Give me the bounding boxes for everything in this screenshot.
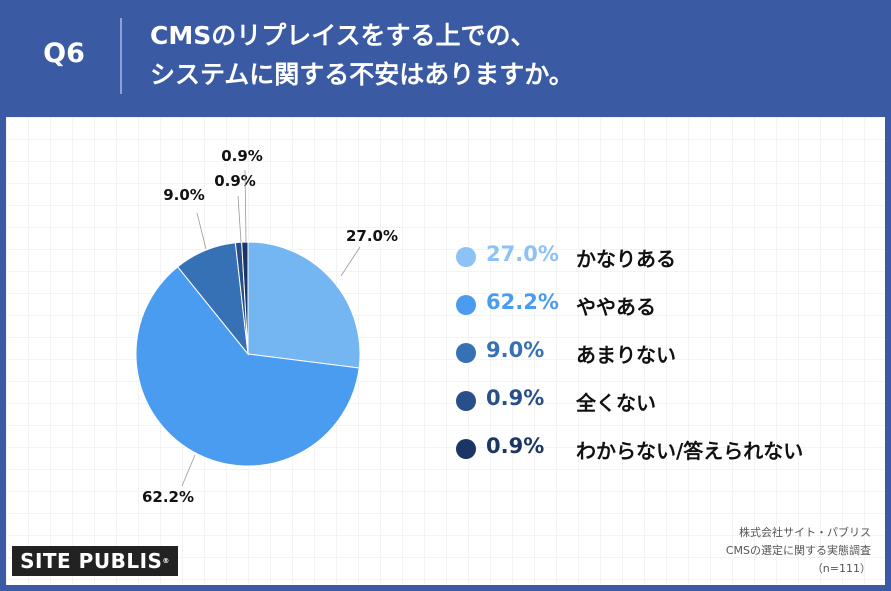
source-note: 株式会社サイト・パブリス CMSの選定に関する実態調査 （n=111）: [726, 524, 871, 578]
site-publis-logo: SITE PUBLIS®: [12, 546, 178, 576]
question-title-line-2: システムに関する不安はありますか。: [150, 60, 574, 89]
leader-line: [244, 169, 247, 243]
legend-label: ややある: [576, 295, 656, 319]
question-number: Q6: [43, 38, 85, 69]
slice-value-label: 62.2%: [142, 488, 194, 506]
source-survey: CMSの選定に関する実態調査: [725, 544, 871, 557]
legend-label: あまりない: [576, 343, 676, 367]
legend-item: 9.0% あまりない: [452, 336, 852, 368]
slice-value-label: 0.9%: [221, 147, 263, 165]
legend-color-dot: [456, 295, 476, 315]
legend-percent: 27.0%: [486, 242, 559, 266]
legend-percent: 0.9%: [486, 434, 545, 458]
legend-percent: 9.0%: [486, 338, 545, 362]
legend-label: 全くない: [576, 391, 656, 415]
question-title: CMSのリプレイスをする上での、 システムに関する不安はありますか。: [150, 16, 574, 94]
source-company: 株式会社サイト・パブリス: [739, 526, 871, 539]
header-divider: [120, 18, 122, 94]
legend-label: わからない/答えられない: [576, 439, 804, 463]
legend-item: 27.0% かなりある: [452, 240, 852, 272]
legend-item: 62.2% ややある: [452, 288, 852, 320]
slice-value-label: 27.0%: [346, 227, 398, 245]
leader-line: [237, 195, 242, 243]
legend-item: 0.9% わからない/答えられない: [452, 432, 852, 464]
pie-slice: [247, 241, 361, 369]
legend-color-dot: [456, 343, 476, 363]
logo-text: SITE PUBLIS: [20, 549, 163, 573]
legend-percent: 62.2%: [486, 290, 559, 314]
slice-value-label: 0.9%: [214, 172, 256, 190]
registered-mark: ®: [162, 557, 170, 565]
slice-value-label: 9.0%: [163, 186, 205, 204]
leader-line: [340, 246, 361, 277]
legend-color-dot: [456, 247, 476, 267]
pie-slice: [135, 266, 360, 467]
legend-label: かなりある: [576, 247, 676, 271]
leader-line: [181, 454, 196, 487]
pie-slice: [241, 241, 249, 355]
source-sample-size: （n=111）: [811, 562, 871, 575]
legend-color-dot: [456, 391, 476, 411]
leader-line: [196, 212, 207, 250]
legend-percent: 0.9%: [486, 386, 545, 410]
legend-item: 0.9% 全くない: [452, 384, 852, 416]
header-bar: Q6 CMSのリプレイスをする上での、 システムに関する不安はありますか。: [0, 0, 891, 117]
legend-color-dot: [456, 439, 476, 459]
question-title-line-1: CMSのリプレイスをする上での、: [150, 21, 536, 50]
